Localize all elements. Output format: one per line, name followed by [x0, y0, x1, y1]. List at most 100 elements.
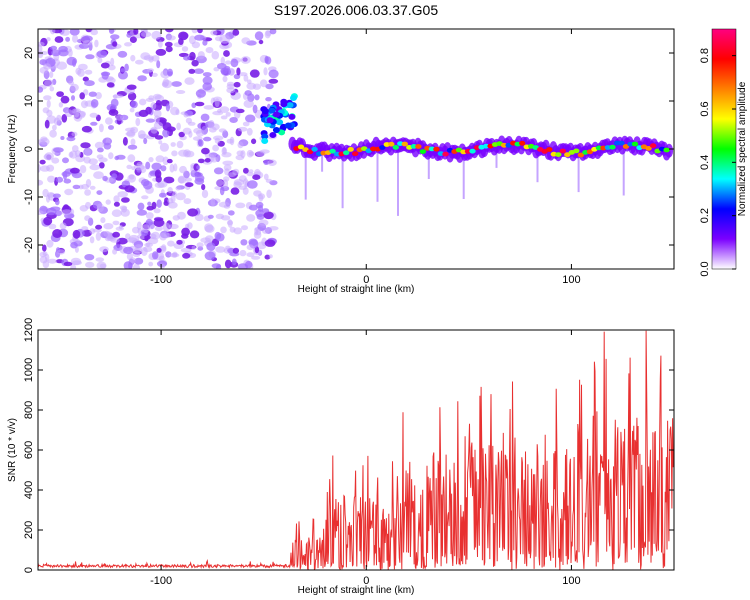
- noise-blob: [89, 185, 96, 190]
- noise-blob: [106, 77, 116, 84]
- noise-blob: [51, 49, 61, 57]
- noise-blob: [181, 227, 191, 236]
- snr-y-axis-title: SNR (10 * v/v): [7, 418, 18, 482]
- noise-blob: [226, 81, 235, 87]
- noise-blob: [163, 176, 175, 184]
- noise-blob: [108, 125, 114, 130]
- noise-blob: [178, 131, 185, 138]
- spectral-streak: [462, 149, 465, 199]
- noise-blob: [161, 80, 173, 89]
- noise-blob: [55, 176, 64, 183]
- noise-blob: [154, 115, 160, 124]
- noise-blob: [236, 150, 244, 156]
- noise-blob: [112, 231, 120, 238]
- noise-blob: [140, 31, 152, 38]
- noise-blob: [151, 201, 157, 210]
- noise-blob: [233, 179, 245, 186]
- noise-blob: [232, 168, 240, 176]
- noise-blob: [46, 239, 54, 248]
- noise-blob: [84, 148, 91, 156]
- noise-blob: [193, 127, 203, 134]
- noise-blob: [139, 98, 147, 106]
- noise-blob: [170, 142, 176, 147]
- noise-blob: [62, 204, 70, 212]
- noise-blob: [67, 48, 73, 57]
- noise-blob: [118, 70, 128, 80]
- colorbar-tick-label: 0.2: [699, 208, 711, 223]
- noise-blob: [117, 191, 128, 198]
- noise-blob: [130, 54, 136, 62]
- noise-blob: [197, 29, 203, 34]
- noise-blob: [60, 95, 70, 104]
- noise-blob: [230, 187, 240, 195]
- noise-blob: [157, 180, 168, 188]
- noise-blob: [229, 117, 238, 123]
- noise-blob: [184, 77, 195, 85]
- snr-y-tick-label: 800: [23, 401, 35, 419]
- transition-blob: [266, 117, 274, 124]
- transition-blob: [268, 107, 276, 114]
- signal-core: [442, 151, 449, 157]
- noise-blob: [165, 103, 170, 112]
- noise-blob: [72, 184, 81, 190]
- noise-blob: [63, 178, 72, 184]
- noise-blob: [133, 29, 139, 35]
- noise-blob: [264, 30, 271, 39]
- noise-blob: [266, 189, 272, 199]
- noise-blob: [145, 212, 154, 220]
- noise-blob: [242, 121, 250, 127]
- noise-blob: [237, 126, 248, 132]
- noise-blob: [103, 230, 111, 237]
- noise-blob: [150, 231, 161, 240]
- snr-y-tick-label: 600: [23, 441, 35, 459]
- noise-blob: [38, 41, 45, 47]
- transition-blob: [280, 101, 288, 108]
- noise-blob: [185, 177, 192, 182]
- noise-blob: [151, 30, 162, 40]
- noise-blob: [60, 136, 65, 140]
- transition-blob: [273, 111, 280, 118]
- noise-blob: [246, 82, 256, 90]
- noise-blob: [255, 150, 266, 157]
- noise-blob: [202, 72, 212, 77]
- noise-blob: [117, 50, 128, 58]
- transition-blob: [276, 119, 284, 126]
- noise-blob: [265, 83, 274, 90]
- noise-blob: [38, 50, 49, 56]
- signal-core: [347, 147, 354, 152]
- noise-blob: [204, 158, 211, 163]
- noise-blob: [118, 224, 123, 230]
- signal-core: [433, 146, 440, 152]
- noise-blob: [185, 182, 194, 188]
- noise-blob: [132, 226, 140, 234]
- noise-blob: [172, 191, 178, 197]
- spectrogram-y-tick-label: 20: [23, 47, 35, 59]
- noise-blob: [183, 55, 191, 61]
- noise-blob: [145, 218, 153, 226]
- noise-blob: [140, 52, 151, 60]
- noise-blob: [245, 114, 256, 123]
- noise-blob: [61, 209, 73, 216]
- snr-y-tick-label: 1200: [23, 318, 35, 342]
- noise-blob: [145, 106, 152, 115]
- noise-blob: [196, 165, 201, 170]
- noise-blob: [100, 71, 111, 77]
- noise-blob: [134, 257, 144, 265]
- noise-blob: [258, 219, 269, 226]
- noise-blob: [201, 147, 210, 155]
- noise-blob: [267, 159, 277, 166]
- spectral-streak: [622, 149, 625, 196]
- noise-blob: [56, 114, 62, 122]
- noise-blob: [195, 89, 206, 98]
- noise-blob: [81, 183, 89, 190]
- signal-core: [392, 145, 399, 150]
- noise-blob: [211, 123, 220, 131]
- noise-blob: [171, 150, 178, 157]
- noise-blob: [258, 39, 264, 45]
- noise-blob: [112, 220, 120, 226]
- noise-blob: [51, 157, 60, 164]
- noise-blob: [112, 41, 118, 47]
- noise-blob: [43, 95, 52, 101]
- noise-blob: [58, 102, 64, 108]
- noise-blob: [69, 167, 80, 174]
